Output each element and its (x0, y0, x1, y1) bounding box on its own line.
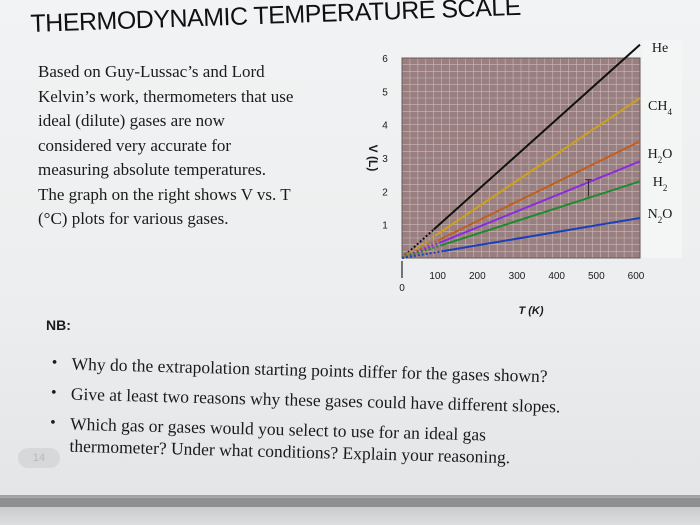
slide-title: THERMODYNAMIC TEMPERATURE SCALE (30, 0, 522, 38)
gas-label: H2 (653, 175, 668, 193)
series-line-extrapolated (401, 241, 441, 259)
intro-paragraph: Based on Guy-Lussac’s and Lord Kelvin’s … (38, 60, 368, 232)
x-tick-label: 500 (588, 271, 605, 282)
y-tick-label: 3 (382, 154, 388, 165)
intro-line: considered very accurate for (38, 135, 232, 155)
intro-line: (°C) plots for various gases. (38, 209, 229, 228)
nb-label: NB: (46, 317, 71, 333)
gas-label: He (652, 41, 668, 56)
series-line (443, 217, 641, 252)
x-tick-label: 600 (628, 271, 645, 282)
series-line-extrapolated (401, 244, 442, 259)
volume-temperature-chart: 1 2 3 4 5 6 V (L) 0 100 200 300 400 500 600 T (K) He CH4… (366, 40, 682, 317)
x-tick-label: 300 (509, 271, 526, 282)
intro-line: Kelvin’s work, thermometers that use (38, 86, 294, 106)
series-line (441, 180, 641, 247)
series-line (439, 160, 641, 244)
y-tick-label: 6 (382, 54, 388, 65)
bottom-stripe (0, 498, 700, 507)
gas-label: H2O (648, 147, 673, 165)
intro-line: measuring absolute temperatures. (38, 160, 267, 179)
series-line-extrapolated (401, 234, 437, 259)
question-list: Why do the extrapolation starting points… (43, 352, 686, 481)
bottom-bar (0, 495, 700, 525)
intro-line: The graph on the right shows V vs. T (38, 184, 291, 204)
series-line (435, 97, 641, 237)
x-tick-label: 200 (469, 271, 486, 282)
gas-label: CH4 (648, 99, 672, 117)
series-line-extrapolated (401, 239, 439, 259)
x-tick-label: 100 (429, 271, 446, 282)
gas-label: N2O (648, 207, 673, 225)
series-line (433, 43, 641, 231)
intro-line: ideal (dilute) gases are now (38, 111, 225, 130)
page-number-badge: 14 (18, 448, 60, 468)
x-origin-label: 0 (399, 283, 405, 294)
y-tick-label: 5 (382, 87, 388, 98)
x-tick-label: 400 (548, 271, 565, 282)
y-tick-label: 2 (382, 187, 388, 198)
series-line-extrapolated (401, 250, 444, 259)
question-item: Which gas or gases would you select to u… (43, 412, 684, 473)
y-axis-label: V (L) (366, 145, 380, 172)
y-tick-label: 4 (382, 121, 388, 132)
series-line (437, 140, 641, 242)
y-tick-label: 1 (382, 221, 388, 232)
intro-line: Based on Guy-Lussac’s and Lord (38, 62, 265, 81)
series-line-extrapolated (401, 228, 435, 259)
gas-label-panel (642, 40, 682, 258)
x-axis-label: T (K) (518, 305, 543, 317)
plot-border (401, 57, 641, 259)
